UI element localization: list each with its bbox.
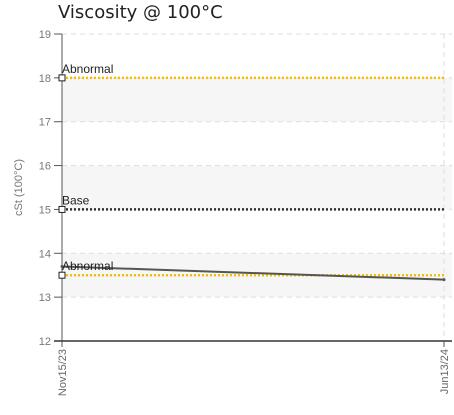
- series-point: [442, 278, 446, 282]
- band-0: [62, 77, 452, 122]
- y-tick-label: 16: [39, 161, 51, 173]
- y-tick-label: 18: [39, 73, 51, 85]
- reference-label: Base: [62, 193, 90, 207]
- y-tick-label: 15: [39, 204, 51, 216]
- band-2: [62, 253, 452, 298]
- reference-label: Abnormal: [62, 259, 113, 273]
- series-point: [60, 264, 64, 268]
- reference-marker-2: [58, 271, 66, 279]
- bands-layer: [62, 77, 452, 298]
- reference-marker-0: [58, 74, 66, 82]
- y-tick-label: 19: [39, 29, 51, 41]
- y-axis-label: cSt (100°C): [13, 159, 25, 216]
- band-1: [62, 165, 452, 210]
- series-layer: [60, 264, 446, 282]
- y-tick-label: 14: [39, 248, 51, 260]
- reference-label: Abnormal: [62, 62, 113, 76]
- y-tick-label: 12: [39, 336, 51, 348]
- x-tick-label: Jun13/24: [439, 349, 451, 394]
- x-tick-label: Nov15/23: [57, 349, 69, 396]
- reference-marker-1: [58, 205, 66, 213]
- series-line-0: [61, 265, 445, 281]
- y-tick-label: 13: [39, 292, 51, 304]
- chart-title: Viscosity @ 100°C: [58, 2, 223, 23]
- labels-layer: 12 13 14 15 16 17 18 19 Nov15/23 Jun13/24 cSt (100…: [13, 29, 451, 396]
- reference-lines-layer: [58, 74, 444, 279]
- y-tick-label: 17: [39, 117, 51, 129]
